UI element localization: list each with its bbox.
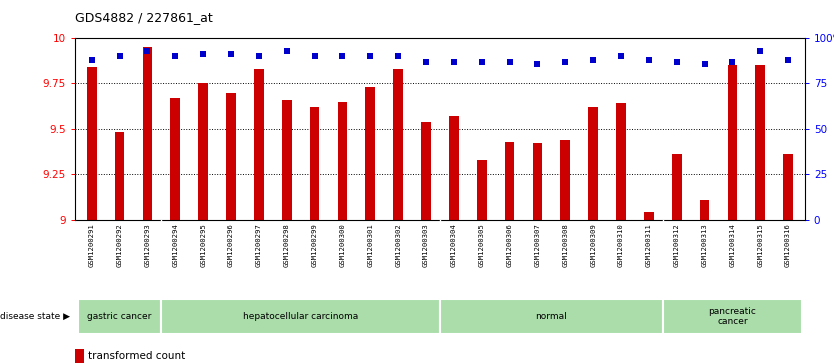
Bar (727, 65, 737, 220)
Bar (87, 67, 97, 220)
Bar (533, 143, 542, 220)
Text: GSM1200311: GSM1200311 (646, 224, 652, 268)
Text: GSM1200316: GSM1200316 (785, 224, 791, 268)
Bar (115, 132, 124, 220)
Bar (560, 140, 570, 220)
Text: GSM1200303: GSM1200303 (423, 224, 429, 268)
Text: transformed count: transformed count (88, 351, 186, 362)
Text: GSM1200314: GSM1200314 (730, 224, 736, 268)
Bar (170, 98, 180, 220)
Text: GSM1200297: GSM1200297 (256, 224, 262, 268)
Bar (338, 102, 347, 220)
Bar (198, 83, 208, 220)
Bar (644, 212, 654, 220)
Text: GSM1200294: GSM1200294 (173, 224, 178, 268)
Text: GSM1200305: GSM1200305 (479, 224, 485, 268)
Text: GSM1200299: GSM1200299 (312, 224, 318, 268)
Bar (365, 87, 375, 220)
Bar (477, 160, 486, 220)
Text: disease state ▶: disease state ▶ (0, 312, 70, 321)
Bar (588, 107, 598, 220)
Text: GSM1200302: GSM1200302 (395, 224, 401, 268)
Bar (672, 154, 681, 220)
Text: GSM1200308: GSM1200308 (562, 224, 568, 268)
Text: normal: normal (535, 312, 567, 321)
Text: GSM1200295: GSM1200295 (200, 224, 206, 268)
Text: GDS4882 / 227861_at: GDS4882 / 227861_at (75, 11, 213, 24)
Text: GSM1200307: GSM1200307 (535, 224, 540, 268)
Text: GSM1200291: GSM1200291 (88, 224, 95, 268)
Bar (505, 142, 515, 220)
Text: GSM1200300: GSM1200300 (339, 224, 345, 268)
Text: pancreatic
cancer: pancreatic cancer (708, 307, 756, 326)
Bar (440, 299, 663, 334)
Bar (663, 299, 802, 334)
Bar (226, 93, 236, 220)
Text: hepatocellular carcinoma: hepatocellular carcinoma (243, 312, 359, 321)
Bar (783, 154, 793, 220)
Bar (254, 69, 264, 220)
Text: gastric cancer: gastric cancer (88, 312, 152, 321)
Bar (143, 47, 153, 220)
Text: GSM1200301: GSM1200301 (367, 224, 374, 268)
Text: GSM1200298: GSM1200298 (284, 224, 289, 268)
Bar (75, 349, 84, 363)
Text: GSM1200292: GSM1200292 (117, 224, 123, 268)
Bar (756, 65, 765, 220)
Text: GSM1200306: GSM1200306 (506, 224, 513, 268)
Bar (162, 299, 440, 334)
Bar (394, 69, 403, 220)
Text: GSM1200309: GSM1200309 (590, 224, 596, 268)
Text: GSM1200293: GSM1200293 (144, 224, 150, 268)
Bar (700, 200, 710, 220)
Text: GSM1200304: GSM1200304 (451, 224, 457, 268)
Text: GSM1200296: GSM1200296 (228, 224, 234, 268)
Text: GSM1200312: GSM1200312 (674, 224, 680, 268)
Bar (449, 116, 459, 220)
Text: GSM1200315: GSM1200315 (757, 224, 763, 268)
Bar (78, 299, 162, 334)
Bar (282, 100, 292, 220)
Text: GSM1200313: GSM1200313 (701, 224, 707, 268)
Bar (616, 103, 626, 220)
Text: GSM1200310: GSM1200310 (618, 224, 624, 268)
Bar (309, 107, 319, 220)
Bar (421, 122, 431, 220)
